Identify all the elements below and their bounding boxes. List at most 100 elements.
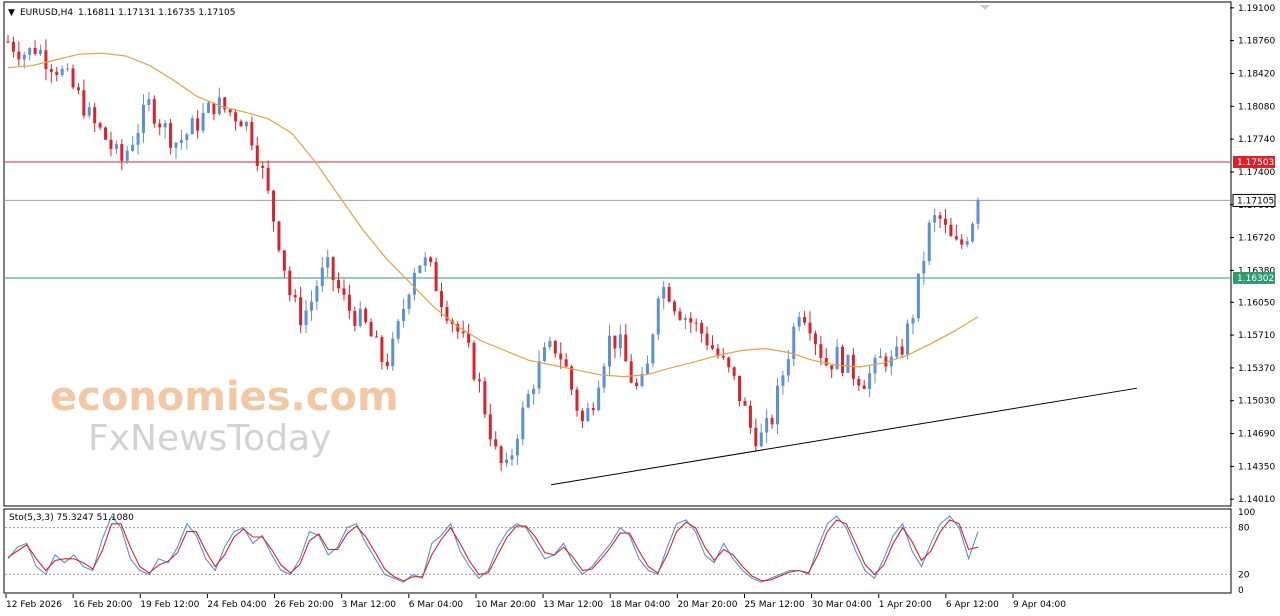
candle-body bbox=[656, 298, 660, 335]
candle-body bbox=[55, 71, 59, 75]
candle-body bbox=[347, 294, 351, 311]
support-level-label: 1.16302 bbox=[1237, 274, 1274, 284]
candle-body bbox=[916, 273, 920, 319]
candle-body bbox=[407, 294, 411, 309]
candle-body bbox=[109, 139, 113, 149]
candle-body bbox=[830, 365, 834, 370]
candle-body bbox=[369, 321, 373, 337]
candle-body bbox=[922, 261, 926, 274]
candle-body bbox=[114, 144, 118, 149]
resistance-level-label: 1.17503 bbox=[1237, 158, 1274, 168]
candle-body bbox=[288, 270, 292, 296]
candle-body bbox=[141, 104, 145, 133]
candle-body bbox=[575, 389, 579, 411]
candle-body bbox=[299, 297, 303, 326]
candle-body bbox=[608, 335, 612, 367]
candle-body bbox=[933, 215, 937, 223]
candle-body bbox=[786, 359, 790, 376]
candle-body bbox=[488, 414, 492, 440]
stoch-y-tick-label: 20 bbox=[1238, 570, 1250, 580]
candle-body bbox=[521, 407, 525, 440]
y-tick-label: 1.15030 bbox=[1238, 397, 1275, 407]
candle-body bbox=[754, 427, 758, 447]
candle-body bbox=[60, 68, 64, 75]
stoch-pane-frame bbox=[3, 508, 1232, 594]
candle-body bbox=[808, 322, 812, 334]
support-level-tag bbox=[1233, 271, 1275, 284]
candle-body bbox=[380, 337, 384, 362]
candle-body bbox=[169, 123, 173, 148]
stoch-y-tick-label: 100 bbox=[1238, 508, 1255, 518]
candle-body bbox=[104, 127, 108, 140]
candle-body bbox=[374, 336, 378, 338]
candle-body bbox=[234, 112, 238, 122]
candle-body bbox=[710, 345, 714, 349]
candle-body bbox=[976, 200, 980, 224]
candle-body bbox=[792, 326, 796, 360]
candle-body bbox=[797, 317, 801, 327]
header-arrow-icon[interactable]: ▼ bbox=[8, 8, 15, 18]
candle-body bbox=[770, 418, 774, 425]
candle-body bbox=[689, 318, 693, 323]
candle-body bbox=[456, 324, 460, 332]
watermark-fxnewstoday: FxNewsToday bbox=[88, 418, 331, 459]
candle-body bbox=[965, 241, 969, 245]
candle-body bbox=[358, 308, 362, 326]
candle-body bbox=[212, 102, 216, 115]
candle-body bbox=[705, 333, 709, 346]
candle-body bbox=[727, 357, 731, 368]
candle-body bbox=[803, 317, 807, 323]
candle-body bbox=[185, 134, 189, 141]
candle-body bbox=[618, 334, 622, 349]
candle-body bbox=[136, 132, 140, 145]
candle-body bbox=[28, 48, 32, 55]
candle-body bbox=[147, 99, 151, 105]
candle-body bbox=[906, 323, 910, 355]
candle-body bbox=[624, 334, 628, 362]
candle-body bbox=[320, 267, 324, 286]
y-tick-label: 1.17740 bbox=[1238, 135, 1275, 145]
candle-body bbox=[602, 366, 606, 388]
candle-body bbox=[190, 118, 194, 135]
x-tick-label: 6 Apr 12:00 bbox=[946, 600, 999, 610]
last-price-label: 1.17105 bbox=[1237, 196, 1274, 206]
candle-body bbox=[954, 236, 958, 240]
stoch-y-tick-label: 0 bbox=[1238, 586, 1244, 596]
candle-body bbox=[179, 140, 183, 143]
candle-body bbox=[895, 346, 899, 357]
candle-body bbox=[824, 358, 828, 366]
x-tick-label: 6 Mar 04:00 bbox=[409, 600, 464, 610]
candle-body bbox=[82, 90, 86, 116]
x-tick-label: 16 Feb 20:00 bbox=[73, 600, 132, 610]
y-tick-label: 1.17400 bbox=[1238, 168, 1275, 178]
candle-body bbox=[683, 318, 687, 320]
candle-body bbox=[120, 144, 124, 161]
candle-body bbox=[385, 361, 389, 367]
y-tick-label: 1.15370 bbox=[1238, 364, 1275, 374]
candle-body bbox=[548, 340, 552, 348]
candle-body bbox=[158, 123, 162, 128]
candle-body bbox=[884, 356, 888, 367]
candle-body bbox=[396, 321, 400, 339]
x-tick-label: 19 Feb 12:00 bbox=[140, 600, 199, 610]
scroll-marker-icon[interactable] bbox=[980, 5, 990, 10]
resistance-level-tag bbox=[1233, 155, 1275, 168]
candle-body bbox=[629, 361, 633, 383]
stoch-signal-line bbox=[7, 519, 979, 582]
candle-body bbox=[553, 340, 557, 354]
candle-body bbox=[640, 373, 644, 386]
candle-body bbox=[505, 459, 509, 464]
x-tick-label: 20 Mar 20:00 bbox=[677, 600, 737, 610]
candle-body bbox=[239, 121, 243, 127]
candle-body bbox=[662, 287, 666, 299]
candle-body bbox=[66, 68, 70, 70]
candle-body bbox=[22, 54, 26, 60]
x-tick-label: 18 Mar 04:00 bbox=[610, 600, 670, 610]
x-tick-label: 25 Mar 12:00 bbox=[744, 600, 804, 610]
candle-body bbox=[873, 358, 877, 374]
candle-body bbox=[342, 288, 346, 295]
candle-body bbox=[738, 375, 742, 402]
support-trendline bbox=[550, 387, 1138, 486]
candle-body bbox=[862, 385, 866, 389]
